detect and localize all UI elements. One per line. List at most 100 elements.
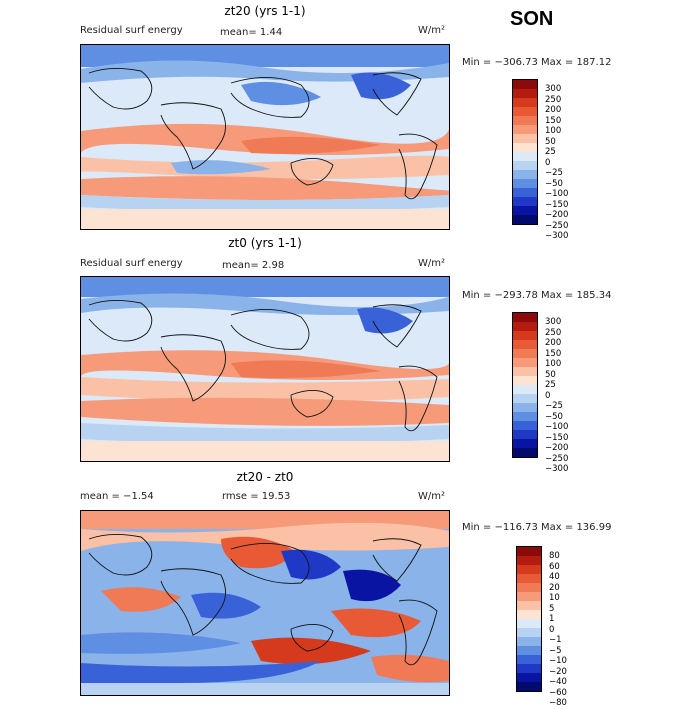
panel-3-colorbar-swatch — [517, 547, 541, 556]
panel-3-map-field — [81, 511, 449, 695]
colorbar-tick-label: −1 — [549, 635, 562, 645]
colorbar-tick-label: 250 — [545, 327, 562, 338]
colorbar-tick-label: 0 — [549, 624, 555, 635]
panel-3-colorbar-swatch — [517, 565, 541, 574]
panel-3-colorbar-swatch — [517, 583, 541, 592]
panel-1-colorbar-swatch — [513, 161, 537, 170]
panel-3-title: zt20 - zt0 — [236, 470, 294, 484]
panel-2-colorbar-swatch — [513, 412, 537, 421]
colorbar-tick-label: −50 — [545, 178, 563, 189]
panel-2-colorbar-swatch — [513, 448, 537, 457]
colorbar-tick-label: −100 — [545, 422, 569, 432]
panel-1-colorbar — [512, 79, 538, 225]
colorbar-tick-label: −300 — [545, 464, 569, 474]
panel-1-colorbar-swatch — [513, 188, 537, 197]
colorbar-tick-label: 0 — [545, 390, 551, 401]
colorbar-tick-label: 20 — [549, 582, 560, 593]
colorbar-tick-label: 300 — [545, 84, 562, 94]
colorbar-tick-label: 5 — [549, 603, 555, 614]
colorbar-tick-label: −5 — [549, 645, 562, 656]
panel-1-map-field — [81, 45, 449, 229]
colorbar-tick-label: 25 — [545, 380, 556, 390]
panel-3-colorbar-swatch — [517, 619, 541, 628]
panel-1-colorbar-swatch — [513, 179, 537, 188]
panel-2-units: W/m² — [418, 258, 446, 269]
panel-2-map-field — [81, 277, 449, 461]
panel-3-colorbar-swatch — [517, 601, 541, 610]
panel-2-colorbar-swatch — [513, 367, 537, 376]
panel-1-map — [80, 44, 450, 230]
colorbar-tick-label: 100 — [545, 359, 562, 369]
colorbar-tick-label: 200 — [545, 105, 562, 115]
panel-1-colorbar-swatch — [513, 206, 537, 215]
panel-2-colorbar-swatch — [513, 403, 537, 412]
panel-2-colorbar-swatch — [513, 376, 537, 385]
colorbar-tick-label: −250 — [545, 220, 569, 231]
panel-1-colorbar-swatch — [513, 170, 537, 179]
panel-3-map — [80, 510, 450, 696]
panel-3-colorbar-swatch — [517, 655, 541, 664]
colorbar-tick-label: −200 — [545, 210, 569, 220]
colorbar-tick-label: 10 — [549, 593, 560, 603]
panel-3-colorbar-labels: 80 60 40 20 10 5 1 0 −1 −5 −10 −20 −40 −… — [549, 551, 567, 709]
panel-2-left-text: Residual surf energy — [80, 258, 183, 269]
panel-3-units: W/m² — [418, 491, 446, 502]
panel-1-colorbar-swatch — [513, 107, 537, 116]
panel-1-colorbar-swatch — [513, 125, 537, 134]
colorbar-tick-label: 1 — [549, 614, 555, 624]
panel-1-colorbar-swatch — [513, 152, 537, 161]
panel-1-colorbar-swatch — [513, 143, 537, 152]
colorbar-tick-label: 60 — [549, 561, 560, 572]
panel-2-range-text: Min = −293.78 Max = 185.34 — [462, 290, 612, 301]
colorbar-tick-label: 200 — [545, 338, 562, 348]
panel-1-colorbar-swatch — [513, 89, 537, 98]
panel-1-colorbar-swatch — [513, 80, 537, 89]
panel-2-colorbar — [512, 312, 538, 458]
panel-2-title: zt0 (yrs 1-1) — [228, 236, 302, 250]
colorbar-tick-label: −60 — [549, 687, 567, 698]
colorbar-tick-label: 150 — [545, 115, 562, 126]
panel-3-colorbar-swatch — [517, 556, 541, 565]
colorbar-tick-label: 300 — [545, 317, 562, 327]
panel-1-colorbar-labels: 300 250 200 150 100 50 25 0 −25 −50 −100… — [545, 84, 568, 242]
panel-2-mean-text: mean= 2.98 — [222, 260, 285, 271]
panel-2-colorbar-swatch — [513, 394, 537, 403]
panel-1-range-text: Min = −306.73 Max = 187.12 — [462, 57, 612, 68]
panel-3-colorbar-swatch — [517, 664, 541, 673]
panel-2-colorbar-swatch — [513, 331, 537, 340]
colorbar-tick-label: 40 — [549, 572, 560, 582]
colorbar-tick-label: −40 — [549, 677, 567, 687]
panel-2-colorbar-swatch — [513, 349, 537, 358]
colorbar-tick-label: 50 — [545, 136, 556, 147]
panel-3-range-text: Min = −116.73 Max = 136.99 — [462, 522, 612, 533]
panel-3-colorbar-swatch — [517, 682, 541, 691]
panel-2-colorbar-labels: 300 250 200 150 100 50 25 0 −25 −50 −100… — [545, 317, 568, 475]
panel-2-map — [80, 276, 450, 462]
colorbar-tick-label: 250 — [545, 94, 562, 105]
panel-2-colorbar-swatch — [513, 430, 537, 439]
colorbar-tick-label: 50 — [545, 369, 556, 380]
colorbar-tick-label: −150 — [545, 199, 569, 210]
colorbar-tick-label: 100 — [545, 126, 562, 136]
colorbar-tick-label: −25 — [545, 168, 563, 178]
panel-3-rmse-label: rmse = 19.53 — [222, 491, 291, 502]
colorbar-tick-label: 0 — [545, 157, 551, 168]
panel-3-colorbar-swatch — [517, 673, 541, 682]
panel-3-colorbar-swatch — [517, 628, 541, 637]
colorbar-tick-label: 150 — [545, 348, 562, 359]
panel-3-colorbar-swatch — [517, 646, 541, 655]
colorbar-tick-label: −25 — [545, 401, 563, 411]
colorbar-tick-label: 80 — [549, 551, 560, 561]
colorbar-tick-label: −50 — [545, 411, 563, 422]
panel-1-title: zt20 (yrs 1-1) — [224, 4, 306, 18]
panel-3-colorbar-swatch — [517, 592, 541, 601]
panel-1-colorbar-swatch — [513, 98, 537, 107]
colorbar-tick-label: −150 — [545, 432, 569, 443]
season-label: SON — [510, 8, 554, 30]
colorbar-tick-label: −10 — [549, 656, 567, 666]
panel-2-colorbar-swatch — [513, 313, 537, 322]
panel-1-colorbar-swatch — [513, 134, 537, 143]
panel-2-colorbar-swatch — [513, 358, 537, 367]
panel-2-colorbar-swatch — [513, 322, 537, 331]
colorbar-tick-label: −300 — [545, 231, 569, 241]
